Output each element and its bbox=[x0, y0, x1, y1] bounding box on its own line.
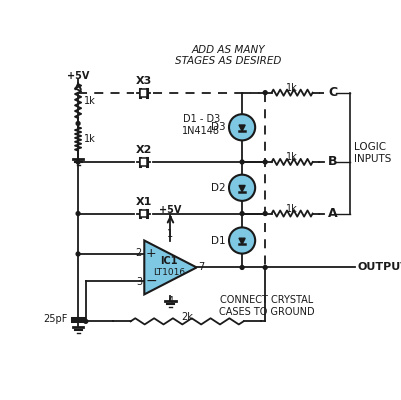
Text: OUTPUT: OUTPUT bbox=[358, 262, 401, 272]
Text: C: C bbox=[328, 86, 338, 99]
Polygon shape bbox=[239, 186, 245, 192]
Text: 2k: 2k bbox=[181, 312, 193, 322]
Circle shape bbox=[240, 266, 244, 269]
Polygon shape bbox=[239, 238, 245, 244]
Text: 2: 2 bbox=[136, 248, 142, 258]
Text: D1 - D3
1N4148: D1 - D3 1N4148 bbox=[182, 114, 220, 136]
Circle shape bbox=[263, 160, 267, 164]
Text: 1k: 1k bbox=[286, 204, 298, 214]
Circle shape bbox=[263, 266, 267, 269]
Text: +: + bbox=[146, 248, 156, 260]
Circle shape bbox=[84, 320, 88, 323]
Circle shape bbox=[76, 252, 80, 256]
Bar bbox=[140, 89, 147, 96]
Circle shape bbox=[229, 228, 255, 254]
Circle shape bbox=[263, 212, 267, 216]
Text: ADD AS MANY
STAGES AS DESIRED: ADD AS MANY STAGES AS DESIRED bbox=[175, 45, 282, 66]
Text: 1: 1 bbox=[167, 229, 174, 239]
Text: LOGIC
INPUTS: LOGIC INPUTS bbox=[354, 142, 391, 164]
Text: D1: D1 bbox=[211, 236, 225, 246]
Text: B: B bbox=[328, 156, 338, 168]
Text: D3: D3 bbox=[211, 122, 225, 132]
Circle shape bbox=[229, 114, 255, 140]
Circle shape bbox=[263, 91, 267, 94]
Circle shape bbox=[240, 212, 244, 216]
Text: 4: 4 bbox=[167, 296, 174, 306]
Text: D2: D2 bbox=[211, 183, 225, 193]
Text: X1: X1 bbox=[136, 197, 152, 207]
Bar bbox=[140, 210, 147, 218]
Text: +5V: +5V bbox=[67, 72, 89, 82]
Text: 1k: 1k bbox=[286, 83, 298, 93]
Circle shape bbox=[76, 212, 80, 216]
Text: 3: 3 bbox=[136, 277, 142, 287]
Text: CONNECT CRYSTAL
CASES TO GROUND: CONNECT CRYSTAL CASES TO GROUND bbox=[219, 295, 314, 317]
Polygon shape bbox=[239, 125, 245, 131]
Text: 1k: 1k bbox=[83, 134, 95, 144]
Text: 1k: 1k bbox=[286, 152, 298, 162]
Text: LT1016: LT1016 bbox=[153, 268, 185, 276]
Bar bbox=[140, 158, 147, 166]
Text: 25pF: 25pF bbox=[44, 314, 68, 324]
Text: IC1: IC1 bbox=[160, 256, 178, 266]
Polygon shape bbox=[144, 240, 196, 294]
Text: 1k: 1k bbox=[83, 96, 95, 106]
Text: −: − bbox=[146, 274, 157, 288]
Text: +5V: +5V bbox=[159, 205, 182, 215]
Text: X3: X3 bbox=[136, 76, 152, 86]
Text: X2: X2 bbox=[136, 146, 152, 156]
Circle shape bbox=[76, 160, 80, 164]
Circle shape bbox=[240, 160, 244, 164]
Circle shape bbox=[76, 122, 80, 125]
Text: 7: 7 bbox=[198, 262, 205, 272]
Circle shape bbox=[229, 175, 255, 201]
Text: A: A bbox=[328, 207, 338, 220]
